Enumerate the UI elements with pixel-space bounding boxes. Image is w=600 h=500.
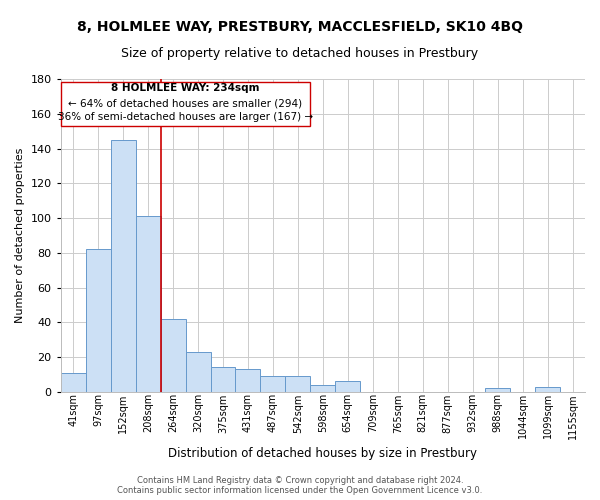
Bar (535, 386, 560, 392)
Bar (86, 250, 110, 392)
Y-axis label: Number of detached properties: Number of detached properties (15, 148, 25, 323)
Text: Contains HM Land Registry data © Crown copyright and database right 2024.
Contai: Contains HM Land Registry data © Crown c… (118, 476, 482, 495)
Bar (310, 385, 335, 392)
Bar (260, 376, 286, 392)
Text: ← 64% of detached houses are smaller (294): ← 64% of detached houses are smaller (29… (68, 98, 302, 108)
Bar (211, 368, 235, 392)
Bar (136, 216, 161, 392)
Bar (235, 369, 260, 392)
Text: Size of property relative to detached houses in Prestbury: Size of property relative to detached ho… (121, 48, 479, 60)
Text: 8, HOLMLEE WAY, PRESTBURY, MACCLESFIELD, SK10 4BQ: 8, HOLMLEE WAY, PRESTBURY, MACCLESFIELD,… (77, 20, 523, 34)
Text: 36% of semi-detached houses are larger (167) →: 36% of semi-detached houses are larger (… (58, 112, 313, 122)
X-axis label: Distribution of detached houses by size in Prestbury: Distribution of detached houses by size … (169, 447, 478, 460)
Bar (110, 140, 136, 392)
Bar (286, 376, 310, 392)
Bar (161, 319, 185, 392)
Bar (485, 388, 510, 392)
Text: 8 HOLMLEE WAY: 234sqm: 8 HOLMLEE WAY: 234sqm (111, 84, 260, 94)
FancyBboxPatch shape (61, 82, 310, 126)
Bar (61, 372, 86, 392)
Bar (185, 352, 211, 392)
Bar (335, 382, 361, 392)
